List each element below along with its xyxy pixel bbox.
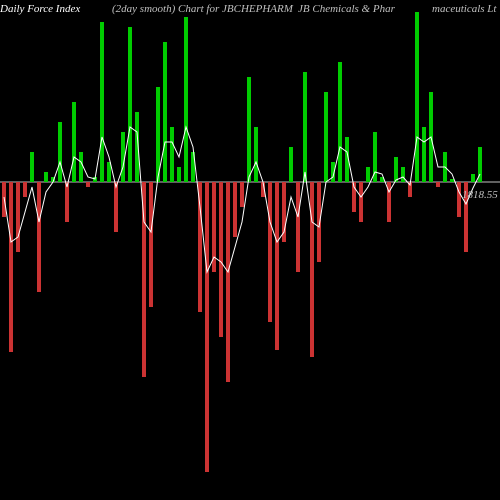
force-bar: [247, 77, 251, 182]
force-bar: [401, 167, 405, 182]
force-bar: [205, 182, 209, 472]
force-bar: [226, 182, 230, 382]
force-bar: [303, 72, 307, 182]
force-bar: [282, 182, 286, 242]
force-bar: [86, 182, 90, 187]
force-bar: [471, 174, 475, 182]
force-bar: [30, 152, 34, 182]
force-bar: [436, 182, 440, 187]
force-bar: [289, 147, 293, 182]
force-bar: [184, 17, 188, 182]
force-bar: [422, 127, 426, 182]
force-bar: [149, 182, 153, 307]
force-bar: [254, 127, 258, 182]
force-bar: [170, 127, 174, 182]
force-bar: [9, 182, 13, 352]
force-bar: [359, 182, 363, 222]
force-bar: [275, 182, 279, 350]
force-bar: [58, 122, 62, 182]
force-bar: [366, 167, 370, 182]
force-bar: [198, 182, 202, 312]
force-bar: [450, 179, 454, 182]
force-index-chart: [0, 0, 500, 500]
force-bar: [415, 12, 419, 182]
force-bar: [142, 182, 146, 377]
force-bar: [114, 182, 118, 232]
force-bar: [317, 182, 321, 262]
force-bar: [100, 22, 104, 182]
force-bar: [16, 182, 20, 252]
force-bar: [177, 167, 181, 182]
force-bar: [268, 182, 272, 322]
force-bar: [65, 182, 69, 222]
force-bar: [296, 182, 300, 272]
force-bar: [338, 62, 342, 182]
force-bar: [310, 182, 314, 357]
force-bar: [163, 42, 167, 182]
force-bar: [394, 157, 398, 182]
force-bar: [23, 182, 27, 197]
force-bar: [219, 182, 223, 337]
force-bar: [79, 152, 83, 182]
force-bar: [37, 182, 41, 292]
force-bar: [44, 172, 48, 182]
force-bar: [128, 27, 132, 182]
last-price-label: 1818.55: [462, 189, 498, 201]
force-bar: [324, 92, 328, 182]
force-bar: [240, 182, 244, 207]
force-bar: [72, 102, 76, 182]
force-bar: [233, 182, 237, 237]
